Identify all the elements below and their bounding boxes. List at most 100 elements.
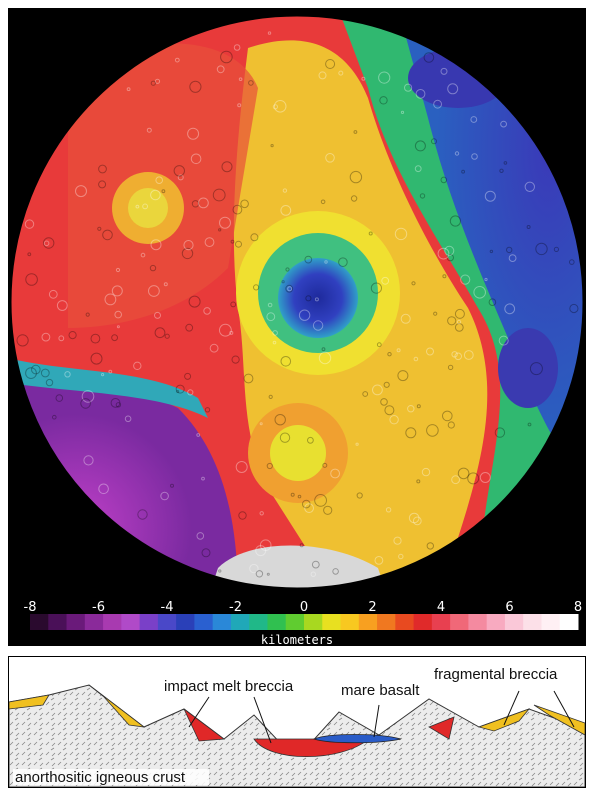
crater-speck [98, 180, 107, 189]
crater-speck [75, 185, 87, 198]
crater-speck [126, 87, 131, 92]
crater-speck [135, 204, 140, 209]
crater-speck [416, 479, 421, 484]
crater-speck [280, 205, 292, 216]
crater-speck [243, 373, 254, 384]
crater-speck [216, 65, 225, 74]
cross-section-panel: impact melt breccia mare basalt fragment… [8, 656, 586, 788]
scale-swatch [66, 614, 86, 630]
crater-speck [218, 228, 222, 232]
crater-speck [16, 334, 29, 347]
crater-speck [325, 153, 335, 163]
crater-speck [137, 509, 148, 520]
crater-speck [43, 240, 50, 247]
crater-speck [68, 331, 77, 340]
crater-speck [355, 442, 359, 446]
crater-speck [150, 239, 162, 251]
crater-speck [307, 436, 314, 444]
crater-speck [484, 190, 496, 202]
crater-speck [370, 282, 382, 294]
crater-speck [31, 364, 41, 375]
scale-tick-label: 0 [300, 600, 308, 615]
crater-speck [43, 237, 55, 249]
crater-speck [150, 80, 156, 86]
scale-tick-label: 8 [574, 600, 582, 615]
scale-tick-label: 4 [437, 600, 445, 615]
crater-speck [314, 297, 319, 302]
scale-swatch [48, 614, 68, 630]
crater-speck [400, 110, 405, 115]
crater-speck [183, 240, 194, 251]
crater-speck [161, 189, 166, 194]
crater-speck [250, 233, 259, 242]
crater-speck [98, 483, 109, 495]
crater-speck [444, 245, 455, 256]
scale-tick-label: -8 [24, 600, 37, 615]
crater-speck [381, 276, 390, 285]
crater-speck [397, 370, 409, 382]
cross-section-diagram: impact melt breccia mare basalt fragment… [9, 666, 585, 787]
crater-speck [220, 50, 233, 64]
crater-speck [111, 285, 123, 297]
crater-speck [305, 295, 312, 302]
crater-speck [312, 320, 324, 331]
crater-speck [463, 350, 474, 360]
crater-speck [398, 553, 404, 560]
crater-speck [376, 342, 382, 348]
crater-speck [188, 295, 201, 308]
scale-swatch [157, 614, 177, 630]
crater-speck [356, 492, 363, 499]
crater-speck [433, 311, 438, 316]
crater-speck [218, 569, 222, 573]
label-mare-basalt: mare basalt [341, 682, 420, 699]
crater-speck [110, 398, 121, 408]
crater-speck [114, 310, 122, 319]
crater-speck [90, 352, 103, 365]
crater-speck [187, 127, 200, 140]
crater-speck [503, 161, 508, 165]
crater-speck [320, 199, 326, 205]
crater-speck [494, 427, 506, 438]
crater-speck [569, 259, 575, 265]
crater-speck [324, 260, 328, 264]
crater-speck [233, 44, 241, 51]
crater-speck [115, 402, 122, 408]
basin-floor [278, 258, 358, 338]
crater-speck [325, 59, 336, 69]
crater-speck [232, 204, 243, 215]
crater-speck [454, 151, 460, 156]
crater-speck [553, 246, 560, 252]
crater-speck [473, 286, 487, 299]
impact-melt-right [428, 716, 455, 740]
crater-speck [146, 127, 152, 133]
crater-speck [318, 351, 332, 365]
scale-tick-label: 2 [368, 600, 376, 615]
crater-speck [527, 422, 532, 427]
crater-speck [285, 284, 294, 293]
crater-speck [380, 398, 388, 406]
crater-speck [504, 303, 516, 315]
crater-speck [447, 316, 457, 326]
crater-speck [104, 293, 117, 306]
crater-speck [58, 335, 65, 342]
crater-speck [338, 257, 348, 267]
crater-speck [268, 394, 273, 399]
crater-speck [174, 57, 180, 63]
crater-speck [81, 390, 95, 403]
crater-speck [389, 415, 399, 425]
crater-speck [221, 161, 233, 173]
scale-color-bar [30, 614, 579, 630]
crater-speck [154, 327, 166, 339]
scale-swatch [267, 614, 287, 630]
crater-speck [184, 372, 192, 380]
crater-speck [304, 503, 315, 514]
label-fragmental-breccia: fragmental breccia [434, 666, 558, 683]
crater-speck [201, 548, 211, 558]
crater-speck [272, 330, 278, 336]
crater-speck [274, 414, 286, 426]
crater-speck [454, 308, 465, 319]
crater-speck [499, 168, 504, 174]
crater-speck [524, 181, 535, 193]
crater-speck [298, 309, 311, 321]
